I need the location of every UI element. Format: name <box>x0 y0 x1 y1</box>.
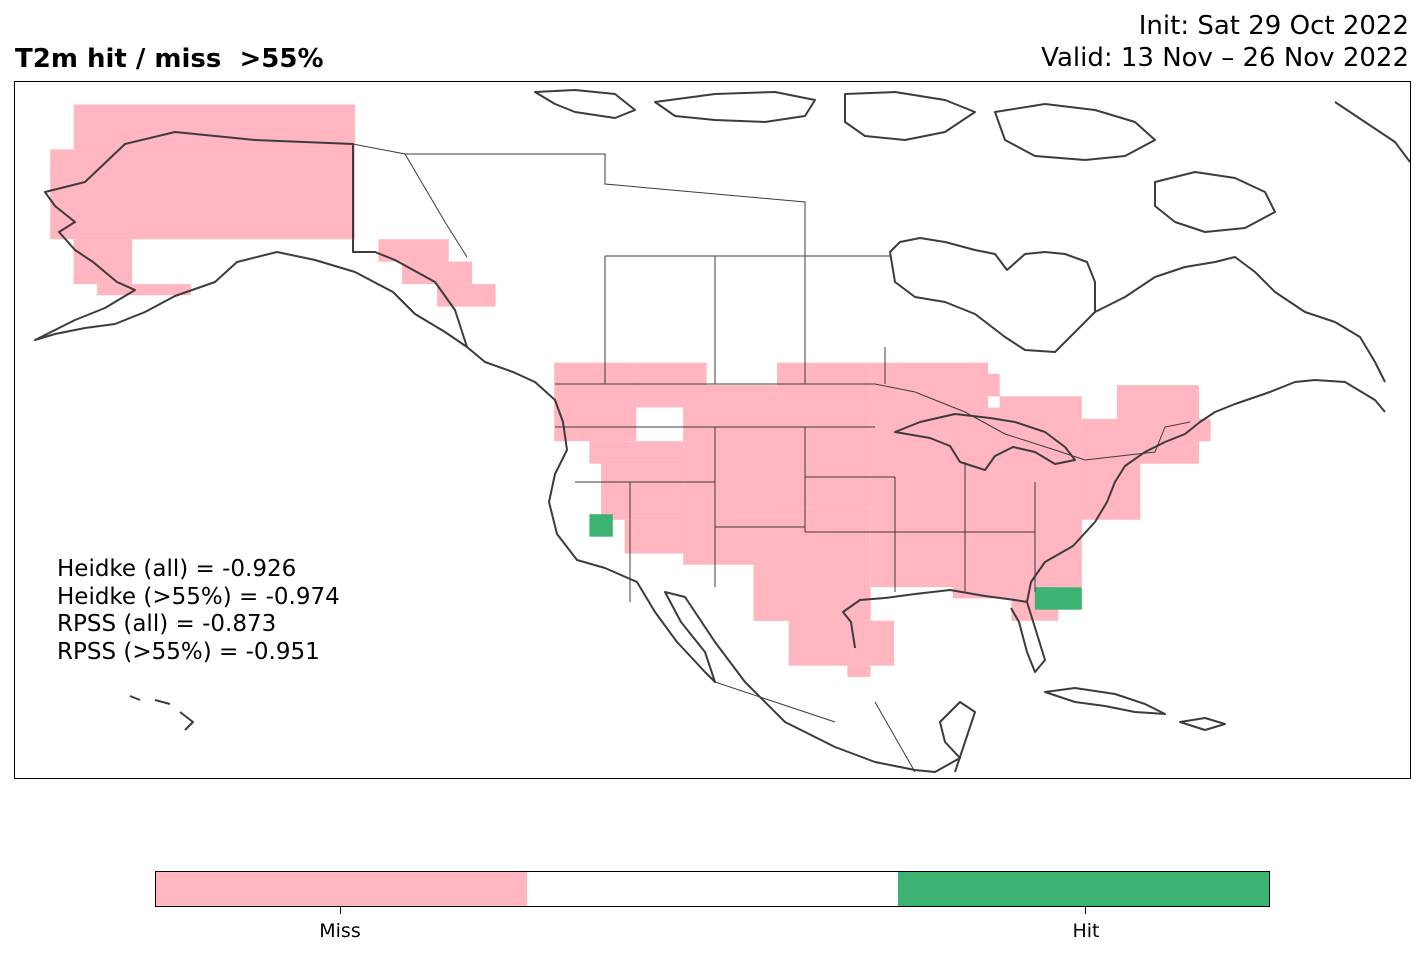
colorbar-miss <box>156 872 527 906</box>
canada-provinces <box>405 153 890 384</box>
atlantic-coast <box>1026 379 1386 603</box>
coastlines <box>34 89 1410 773</box>
north-america-map <box>34 89 1410 773</box>
miss-cell <box>601 463 684 520</box>
init-date: Init: Sat 29 Oct 2022 <box>1138 11 1409 41</box>
miss-cell <box>1175 418 1211 442</box>
mexico-states <box>714 681 916 773</box>
miss-cell <box>378 239 449 262</box>
hudson-bay <box>889 237 1096 353</box>
heidke-all: Heidke (all) = -0.926 <box>57 556 297 582</box>
colorbar-hit <box>898 872 1269 906</box>
miss-cell <box>589 441 684 464</box>
colorbar-neutral <box>527 872 898 906</box>
skill-scores: Heidke (all) = -0.926 Heidke (>55%) = -0… <box>57 556 340 666</box>
miss-cell <box>624 519 684 554</box>
labrador-coast <box>1094 256 1386 383</box>
hawaii <box>129 695 194 731</box>
colorbar <box>155 871 1270 907</box>
us-states <box>555 426 1036 602</box>
miss-cell <box>777 362 871 509</box>
miss-cell <box>401 261 473 285</box>
miss-cell <box>50 149 355 240</box>
alaska-coast <box>34 131 468 348</box>
political-borders <box>352 143 1191 773</box>
rpss-55: RPSS (>55%) = -0.951 <box>57 638 320 665</box>
canada-us-border <box>555 383 1191 461</box>
map-panel <box>14 81 1411 779</box>
valid-period: Valid: 13 Nov – 26 Nov 2022 <box>1041 43 1409 73</box>
hit-cell <box>589 514 613 537</box>
miss-cell <box>437 284 496 307</box>
miss-cell <box>97 284 191 296</box>
arctic-islands <box>534 89 1276 233</box>
plot-title: T2m hit / miss >55% <box>15 44 324 74</box>
colorbar-tick-hit <box>1085 907 1086 914</box>
pacific-coast <box>466 346 976 773</box>
rpss-all: RPSS (all) = -0.873 <box>57 611 277 637</box>
hispaniola <box>1179 717 1226 731</box>
greenland-edge <box>1334 101 1410 163</box>
miss-cell <box>788 620 895 666</box>
miss-cell <box>847 665 871 677</box>
cuba <box>1044 687 1166 715</box>
hit-cell <box>1034 587 1082 610</box>
colorbar-label-hit: Hit <box>1072 920 1100 942</box>
gulf-coast <box>842 589 1046 673</box>
miss-cell <box>941 373 1000 397</box>
miss-cell <box>73 239 133 285</box>
miss-cell <box>554 362 637 442</box>
miss-cell <box>870 362 988 588</box>
colorbar-tick-miss <box>340 907 341 914</box>
great-lakes <box>894 413 1076 471</box>
heidke-55: Heidke (>55%) = -0.974 <box>57 583 340 610</box>
colorbar-label-miss: Miss <box>319 920 361 942</box>
miss-cell <box>999 396 1082 408</box>
alaska-border <box>352 143 468 258</box>
